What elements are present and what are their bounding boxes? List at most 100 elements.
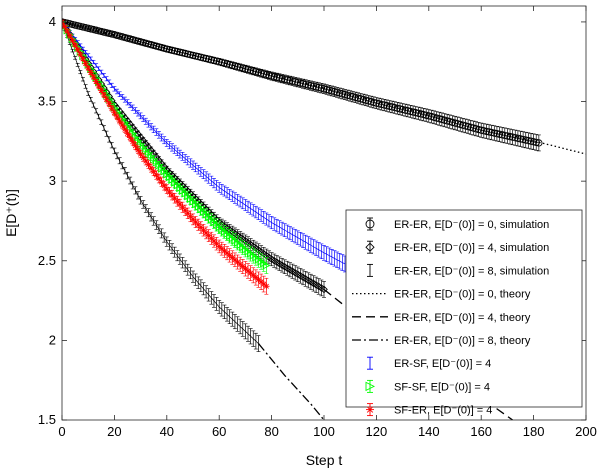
data-point [155, 175, 163, 182]
series-8 [62, 18, 270, 295]
data-point [383, 102, 391, 110]
data-point [168, 176, 177, 185]
data-point [160, 167, 169, 176]
data-point [257, 257, 266, 266]
data-point [529, 138, 538, 146]
legend-marker [365, 219, 375, 229]
legend-item-1: ER-ER, E[D⁻(0)] = 4, simulation [365, 240, 549, 254]
data-point [176, 184, 185, 193]
star-stroke [140, 155, 146, 161]
data-point [210, 56, 218, 65]
star-stroke [182, 207, 188, 213]
data-point [150, 155, 158, 164]
data-point [200, 226, 207, 234]
data-point [309, 82, 318, 90]
y-tick-label: 1.5 [38, 412, 56, 427]
data-point [377, 100, 386, 109]
data-point [262, 261, 271, 270]
y-tick-label: 2.5 [38, 253, 56, 268]
data-point [414, 109, 422, 117]
star-stroke [151, 169, 157, 175]
star-stroke [132, 143, 138, 149]
data-point [199, 208, 208, 216]
x-tick-label: 80 [264, 424, 278, 439]
data-point [231, 236, 240, 245]
star-stroke [242, 266, 248, 272]
data-point [178, 49, 187, 57]
y-tick-label: 2 [49, 332, 56, 347]
legend-item-0: ER-ER, E[D⁻(0)] = 0, simulation [365, 217, 549, 231]
data-point [66, 32, 74, 39]
data-point [136, 140, 145, 149]
sim-line [62, 21, 259, 344]
data-point [69, 37, 76, 44]
star-stroke [224, 250, 230, 256]
data-point [317, 84, 326, 92]
data-point [186, 195, 195, 204]
data-point [417, 110, 425, 118]
legend-box [345, 209, 583, 408]
data-point [124, 130, 131, 137]
star-stroke [153, 172, 159, 178]
data-point [488, 128, 496, 137]
axis-layer: 0 20 40 60 80 100 120 140 160 180 200 1.5 2 2.5 3 3.5 4 [38, 6, 597, 439]
data-point [87, 69, 95, 76]
x-tick-label: 40 [160, 424, 174, 439]
data-point [393, 104, 402, 112]
data-point [85, 64, 92, 72]
star-stroke [248, 270, 254, 276]
x-tick-label: 0 [58, 424, 65, 439]
star-stroke [190, 216, 196, 222]
data-point [79, 23, 87, 31]
data-point [171, 178, 179, 187]
series-6 [62, 20, 347, 273]
data-point [233, 239, 242, 247]
data-point [409, 108, 417, 116]
legend-item-3: ER-ER, E[D⁻(0)] = 0, theory [352, 289, 531, 301]
star-stroke [130, 139, 136, 145]
data-point [98, 87, 105, 94]
star-stroke [69, 37, 76, 43]
series-layer [62, 18, 586, 420]
data-point [76, 22, 84, 31]
data-point [178, 187, 187, 195]
data-point [212, 57, 221, 65]
star-stroke [250, 272, 256, 278]
legend-label: ER-ER, E[D⁻(0)] = 0, simulation [394, 219, 549, 231]
star-stroke [64, 28, 70, 34]
star-stroke [193, 219, 199, 225]
data-point [506, 132, 514, 141]
data-point [163, 170, 172, 179]
star-stroke [93, 78, 99, 85]
data-point [294, 78, 302, 87]
star-stroke [127, 134, 133, 141]
star-stroke [198, 224, 204, 231]
data-point [144, 149, 153, 158]
data-point [171, 47, 179, 55]
star-stroke [195, 222, 201, 228]
data-point [252, 253, 261, 262]
data-point [163, 45, 171, 53]
y-tick-label: 4 [49, 14, 56, 29]
data-point [134, 136, 143, 145]
star-stroke [119, 122, 125, 128]
data-point [493, 130, 501, 138]
data-point [71, 21, 79, 29]
data-point [68, 20, 77, 29]
data-point [320, 285, 328, 294]
data-point [205, 213, 213, 222]
star-stroke [206, 233, 212, 239]
data-point [197, 205, 206, 214]
data-point [302, 80, 310, 88]
star-stroke [156, 176, 162, 182]
data-point [79, 55, 87, 63]
data-point [396, 105, 404, 113]
legend-item-7: SF-SF, E[D⁻(0)] = 4 [365, 379, 490, 393]
data-point [92, 26, 100, 34]
data-point [173, 47, 181, 56]
x-tick-label: 160 [470, 424, 492, 439]
data-point [134, 146, 142, 154]
data-point [372, 99, 381, 107]
legend-item-5: ER-ER, E[D⁻(0)] = 8, theory [352, 335, 531, 347]
data-point [212, 220, 221, 229]
